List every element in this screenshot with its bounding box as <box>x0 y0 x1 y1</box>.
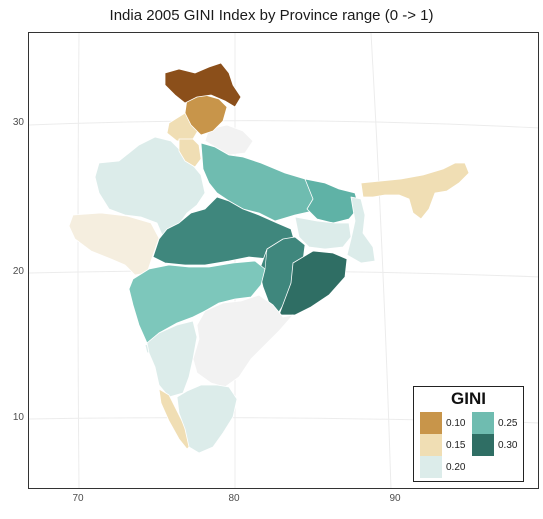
legend: GINI 0.10 0.15 0.20 0.25 0.30 <box>413 386 524 482</box>
y-tick-30: 30 <box>12 117 24 128</box>
graticule-lon-90 <box>370 33 392 488</box>
legend-label-030: 0.30 <box>498 440 518 451</box>
map-title: India 2005 GINI Index by Province range … <box>109 7 434 24</box>
legend-swatch-030 <box>472 434 494 456</box>
region-northeast <box>360 162 470 220</box>
region-karnataka <box>146 320 198 398</box>
region-odisha <box>278 250 348 316</box>
x-tick-80: 80 <box>228 493 240 504</box>
region-uttarakhand <box>204 124 254 156</box>
legend-label-015: 0.15 <box>446 440 466 451</box>
region-himachal-pradesh <box>184 94 228 136</box>
legend-title: GINI <box>451 389 486 408</box>
legend-label-010: 0.10 <box>446 418 466 429</box>
graticule-lon-70 <box>77 33 80 488</box>
x-tick-70: 70 <box>72 493 84 504</box>
region-jharkhand <box>294 216 352 250</box>
legend-swatch-010 <box>420 412 442 434</box>
region-west-bengal <box>346 196 376 264</box>
region-haryana <box>178 138 202 168</box>
legend-label-020: 0.20 <box>446 462 466 473</box>
state-borders <box>196 204 268 270</box>
y-tick-10: 10 <box>12 412 24 423</box>
legend-label-025: 0.25 <box>498 418 518 429</box>
x-tick-90: 90 <box>389 493 401 504</box>
region-rajasthan <box>94 136 206 238</box>
region-jammu-kashmir <box>164 62 242 108</box>
india-map <box>29 33 538 488</box>
legend-swatch-025 <box>472 412 494 434</box>
y-tick-20: 20 <box>12 266 24 277</box>
legend-swatch-020 <box>420 456 442 478</box>
map-panel <box>28 32 539 489</box>
graticule-lat-30 <box>29 120 538 129</box>
region-gujarat <box>68 212 160 276</box>
region-tamil-nadu <box>176 384 238 454</box>
region-madhya-pradesh <box>152 196 296 266</box>
legend-swatch-015 <box>420 434 442 456</box>
region-bihar <box>304 178 360 224</box>
region-maharashtra <box>128 260 266 344</box>
